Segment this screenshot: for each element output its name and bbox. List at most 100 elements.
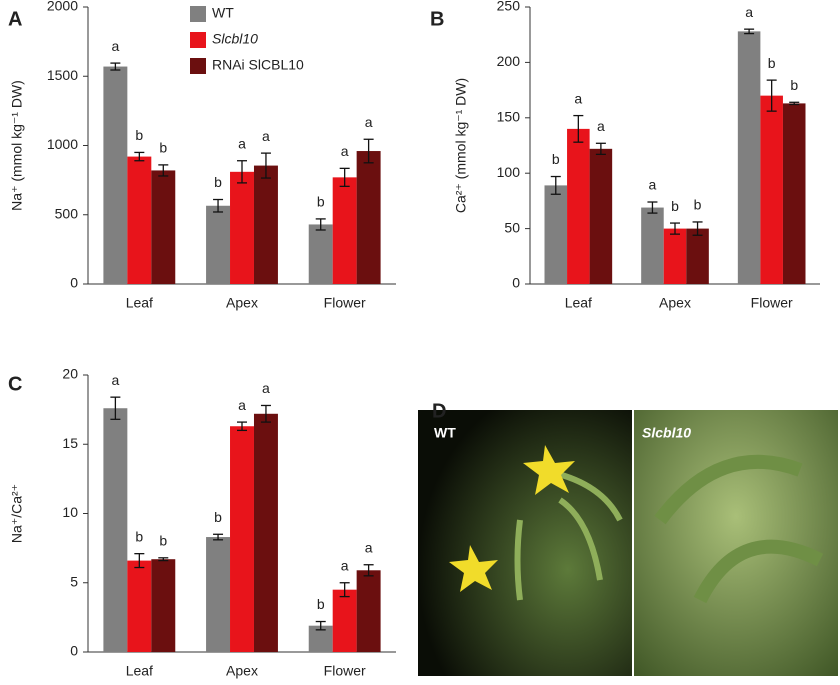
bar bbox=[686, 228, 709, 284]
bar bbox=[230, 171, 254, 284]
y-tick-label: 0 bbox=[70, 275, 78, 291]
significance-letter: b bbox=[768, 55, 776, 71]
panel-label: D bbox=[432, 400, 446, 422]
y-tick-label: 250 bbox=[497, 0, 521, 14]
significance-letter: b bbox=[159, 533, 167, 549]
bar bbox=[308, 224, 333, 284]
significance-letter: a bbox=[341, 557, 349, 573]
bar bbox=[589, 148, 613, 284]
photo-wt bbox=[418, 410, 632, 676]
bar bbox=[127, 156, 152, 284]
legend-label: WT bbox=[212, 5, 234, 21]
y-tick-label: 20 bbox=[62, 366, 78, 382]
significance-letter: a bbox=[597, 118, 605, 134]
bar bbox=[103, 408, 128, 652]
significance-letter: b bbox=[214, 509, 222, 525]
legend-swatch bbox=[190, 32, 206, 48]
bar bbox=[356, 570, 381, 652]
y-axis-title: Na⁺ (mmol kg⁻¹ DW) bbox=[9, 80, 25, 211]
legend-label: RNAi SlCBL10 bbox=[212, 57, 304, 73]
error-bar bbox=[315, 620, 326, 631]
bar bbox=[332, 589, 357, 652]
bar bbox=[737, 31, 761, 284]
x-tick-label: Flower bbox=[324, 295, 366, 311]
significance-letter: a bbox=[262, 128, 270, 144]
y-tick-label: 1000 bbox=[47, 136, 78, 152]
error-bar bbox=[158, 164, 169, 177]
error-bar bbox=[213, 533, 224, 541]
significance-letter: a bbox=[649, 177, 657, 193]
bar bbox=[206, 205, 231, 284]
error-bar bbox=[260, 152, 271, 179]
flower bbox=[449, 545, 498, 592]
error-bar bbox=[573, 114, 584, 143]
x-tick-label: Flower bbox=[324, 663, 366, 679]
significance-letter: b bbox=[317, 596, 325, 612]
significance-letter: a bbox=[111, 372, 119, 388]
panel-label: A bbox=[8, 8, 22, 30]
error-bar bbox=[237, 160, 247, 184]
y-tick-label: 10 bbox=[62, 504, 78, 520]
bar bbox=[663, 228, 687, 284]
error-bar bbox=[260, 404, 271, 423]
bar bbox=[641, 207, 664, 284]
significance-letter: a bbox=[238, 397, 246, 413]
error-bar bbox=[339, 167, 350, 188]
error-bar bbox=[110, 396, 121, 420]
y-tick-label: 500 bbox=[55, 205, 79, 221]
bar bbox=[103, 66, 128, 285]
photo-label: Slcbl10 bbox=[642, 425, 691, 441]
bar bbox=[544, 185, 568, 284]
error-bar bbox=[363, 138, 374, 164]
x-tick-label: Leaf bbox=[565, 295, 592, 311]
photo-slcbl10 bbox=[634, 410, 838, 676]
bar bbox=[151, 559, 176, 652]
error-bar bbox=[237, 421, 247, 432]
significance-letter: b bbox=[159, 140, 167, 156]
significance-letter: b bbox=[671, 198, 679, 214]
y-tick-label: 50 bbox=[504, 219, 520, 235]
error-bar bbox=[158, 557, 169, 562]
bar bbox=[567, 128, 590, 284]
x-tick-label: Apex bbox=[226, 295, 258, 311]
bar bbox=[151, 170, 176, 284]
bar bbox=[127, 560, 152, 652]
error-bar bbox=[595, 142, 606, 156]
significance-letter: b bbox=[135, 528, 143, 544]
y-tick-label: 200 bbox=[497, 53, 521, 69]
bar bbox=[206, 537, 231, 652]
bar bbox=[253, 413, 278, 652]
x-tick-label: Leaf bbox=[126, 295, 153, 311]
error-bar bbox=[339, 582, 350, 598]
significance-letter: b bbox=[552, 151, 560, 167]
error-bar bbox=[134, 553, 145, 569]
significance-letter: a bbox=[365, 114, 373, 130]
error-bar bbox=[550, 175, 561, 195]
y-tick-label: 0 bbox=[512, 275, 520, 291]
error-bar bbox=[363, 564, 374, 577]
significance-letter: b bbox=[214, 174, 222, 190]
error-bar bbox=[692, 221, 703, 236]
y-tick-label: 0 bbox=[70, 643, 78, 659]
y-axis-title: Ca²⁺ (mmol kg⁻¹ DW) bbox=[453, 78, 469, 213]
panel-label: B bbox=[430, 8, 444, 30]
panel-label: C bbox=[8, 373, 22, 395]
x-tick-label: Apex bbox=[226, 663, 258, 679]
significance-letter: b bbox=[694, 197, 702, 213]
photo-label: WT bbox=[434, 425, 456, 441]
significance-letter: b bbox=[790, 77, 798, 93]
y-tick-label: 100 bbox=[497, 164, 521, 180]
bar bbox=[332, 177, 357, 284]
bar bbox=[308, 625, 333, 652]
bar bbox=[760, 95, 783, 284]
significance-letter: b bbox=[135, 127, 143, 143]
error-bar bbox=[744, 28, 755, 35]
y-tick-label: 1500 bbox=[47, 67, 78, 83]
significance-letter: a bbox=[341, 143, 349, 159]
significance-letter: a bbox=[574, 90, 582, 106]
legend-label: Slcbl10 bbox=[212, 31, 258, 47]
bar bbox=[356, 151, 381, 284]
legend-swatch bbox=[190, 58, 206, 74]
photo-panel: D WT Slcbl10 bbox=[418, 400, 838, 676]
